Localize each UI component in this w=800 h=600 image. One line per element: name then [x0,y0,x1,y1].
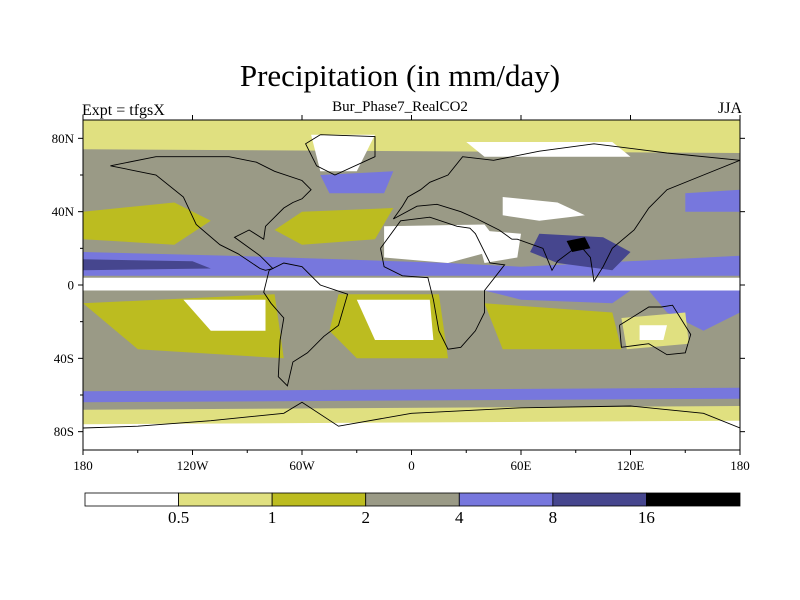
colorbar-box [458,492,554,507]
y-tick-label: 40S [54,351,74,366]
coastline-eurasia [392,143,740,283]
region-antarctic-dry [83,420,740,450]
region-arctic-yellow [83,120,740,153]
colorbar-label: 1 [268,508,277,527]
chart-title: Precipitation (in mm/day) [239,58,561,93]
colorbar-box [646,492,741,507]
region-n-atlantic-storm [320,171,394,194]
x-tick-label: 120W [177,458,210,473]
colorbar: 0.5 1 2 4 8 16 [84,492,741,527]
region-central-asia-dry [502,197,585,221]
colorbar-box [365,492,460,507]
y-tick-label: 0 [68,278,75,293]
y-tick-label: 80N [52,131,75,146]
colorbar-label: 16 [638,508,655,527]
region-n-pacific-storm [685,189,740,212]
region-greenland-dry [311,134,375,172]
y-axis: 80N 40N 0 40S 80S [52,131,745,439]
region-north-atlantic-dry [274,208,394,245]
y-tick-label: 40N [52,204,75,219]
x-tick-label: 180 [73,458,93,473]
region-north-pacific-yellow [83,202,211,245]
x-tick-label: 120E [617,458,645,473]
region-siberia-dry [466,142,631,157]
coastline-greenland [305,134,376,176]
run-name-label: Bur_Phase7_RealCO2 [332,99,468,115]
x-tick-label: 60E [511,458,532,473]
coastlines [83,134,740,429]
region-itcz-core-pacific [83,259,211,271]
region-s-indian-yellow [484,303,622,350]
region-equatorial-dry-band [83,277,740,291]
x-tick-label: 0 [408,458,415,473]
colorbar-box [271,492,367,507]
coastline-africa [380,216,506,350]
colorbar-label: 0.5 [168,508,189,527]
region-south-indian-band [484,290,631,304]
season-label: JJA [717,100,742,117]
region-sahara-dry [384,224,503,263]
region-southern-storm-track [83,387,740,403]
precip-field [83,120,740,450]
colorbar-label: 2 [361,508,370,527]
region-s-pacific-dry [183,299,266,331]
region-itcz-core-bay [566,237,591,252]
y-tick-label: 80S [54,424,74,439]
coastline-australia [619,304,692,356]
region-south-pacific-conv [648,290,740,331]
x-tick-label: 60W [289,458,315,473]
region-australia-core [639,325,667,340]
colorbar-label: 8 [549,508,558,527]
colorbar-box [178,492,273,507]
coastline-antarctica [83,401,740,429]
colorbar-box [84,492,179,507]
experiment-label: Expt = tfgsX [82,102,165,119]
region-s-atlantic-dry [356,299,434,340]
coastline-south-america [263,262,349,387]
region-itcz-band [83,252,740,276]
coastline-north-america [110,156,312,271]
x-tick-label: 180 [730,458,750,473]
region-arabia-dry [475,230,521,263]
colorbar-box [552,492,647,507]
x-axis: 180 120W 60W 0 60E 120E 180 [73,115,750,473]
colorbar-label: 4 [455,508,464,527]
